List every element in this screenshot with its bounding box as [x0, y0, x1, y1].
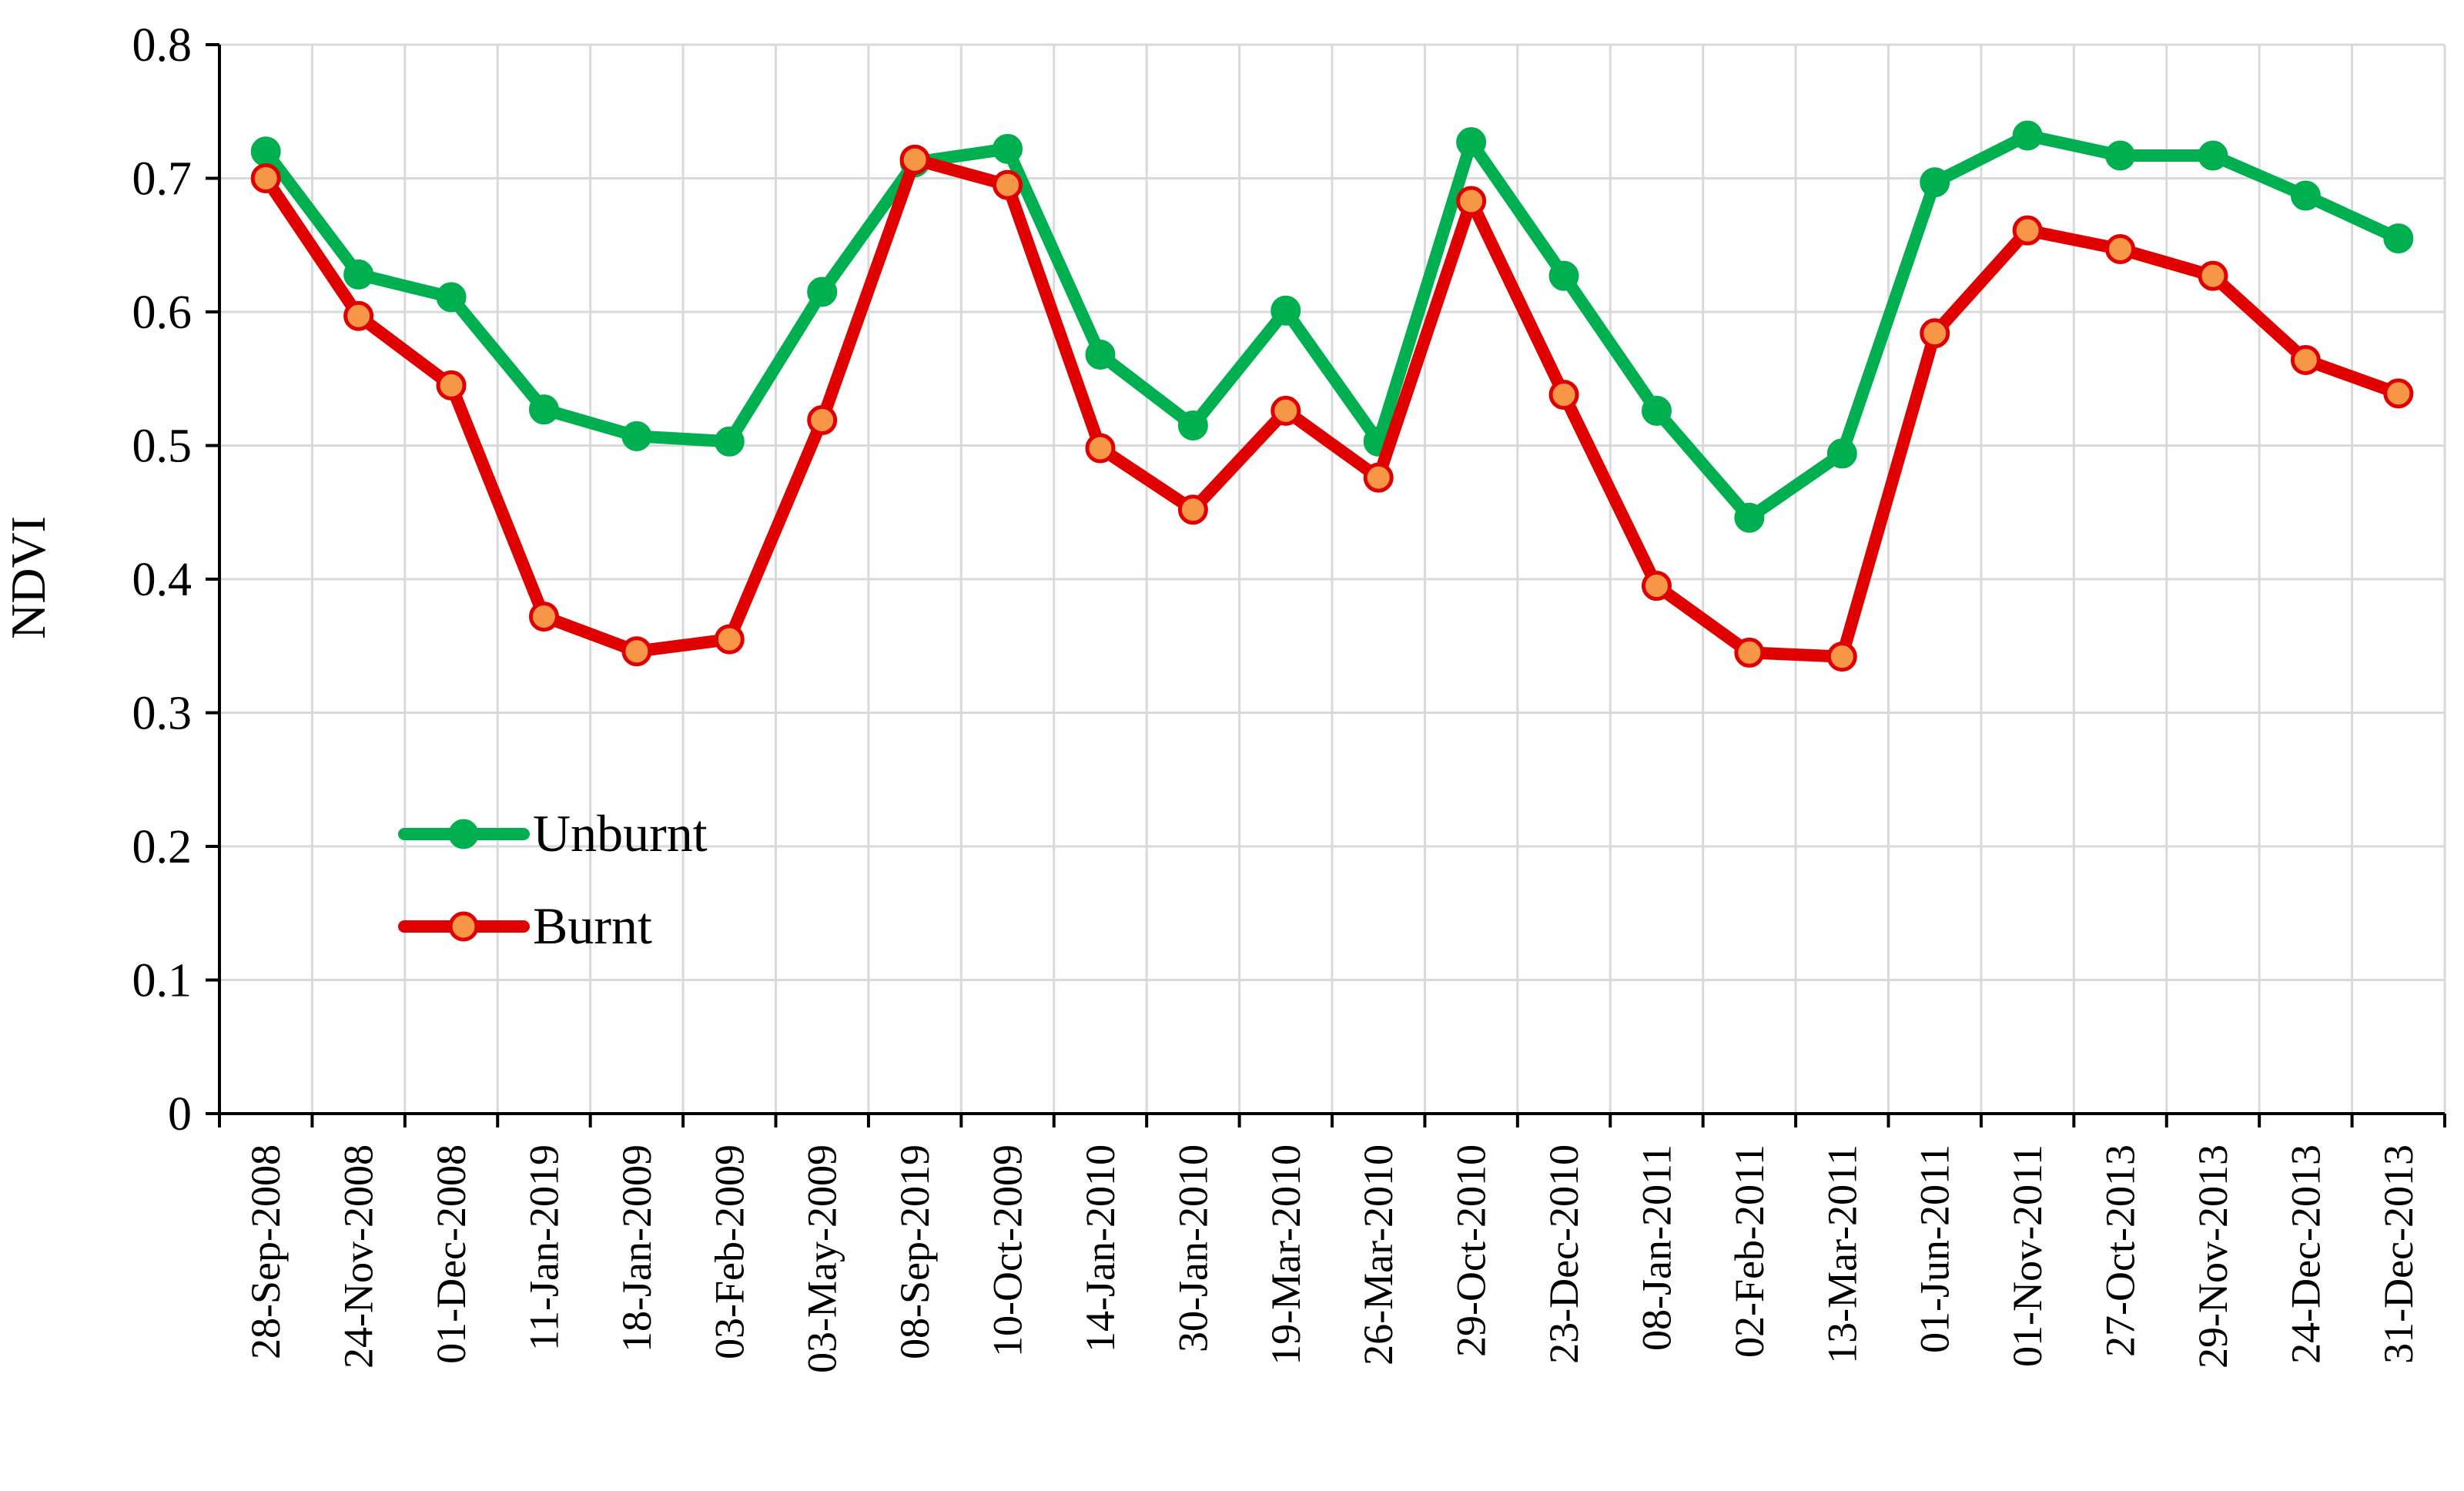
y-tick-label: 0.7	[132, 153, 192, 206]
x-tick-label: 11-Jan-2019	[521, 1144, 567, 1351]
data-point-burnt	[714, 624, 745, 655]
data-point-burnt	[528, 601, 559, 632]
x-tick-label: 18-Jan-2009	[614, 1144, 660, 1352]
data-point-burnt	[436, 370, 467, 400]
data-point-burnt	[1734, 637, 1765, 668]
x-tick-label: 29-Oct-2010	[1448, 1144, 1495, 1357]
legend: Unburnt Burnt	[398, 804, 708, 955]
data-point-unburnt	[436, 282, 467, 313]
x-tick-label: 24-Nov-2008	[336, 1144, 382, 1369]
x-tick-label: 01-Nov-2011	[2004, 1144, 2051, 1367]
y-tick-label: 0.6	[132, 286, 192, 339]
data-point-burnt	[1641, 571, 1672, 601]
x-tick-label: 03-May-2009	[799, 1144, 845, 1373]
data-point-unburnt	[1920, 167, 1950, 198]
series-burnt	[250, 144, 2414, 672]
data-point-burnt	[2383, 378, 2414, 409]
data-point-burnt	[807, 405, 838, 436]
series-line-burnt	[259, 153, 2405, 663]
axes	[206, 43, 2446, 1127]
x-tick-label: 08-Sep-2019	[892, 1144, 938, 1359]
legend-item-unburnt: Unburnt	[398, 804, 708, 863]
legend-label: Unburnt	[533, 804, 708, 863]
y-tick-label: 0.4	[132, 554, 192, 606]
data-point-unburnt	[343, 259, 374, 290]
x-tick-label: 03-Feb-2009	[706, 1144, 752, 1359]
data-point-burnt	[1270, 395, 1301, 426]
data-point-burnt	[1826, 642, 1857, 672]
data-point-burnt	[343, 300, 374, 331]
data-point-burnt	[1920, 318, 1950, 349]
data-point-unburnt	[2105, 140, 2136, 171]
data-point-unburnt	[807, 276, 838, 307]
y-axis-title: NDVI	[1, 516, 55, 639]
series-group	[250, 120, 2414, 672]
grid-lines	[219, 43, 2446, 1114]
x-tick-label: 02-Feb-2011	[1726, 1144, 1773, 1358]
data-point-burnt	[1177, 494, 1208, 525]
data-point-unburnt	[1826, 438, 1857, 469]
data-point-burnt	[899, 144, 930, 175]
data-point-burnt	[1456, 186, 1487, 216]
series-line-unburnt	[259, 129, 2405, 524]
data-point-unburnt	[2012, 120, 2043, 151]
data-point-unburnt	[1270, 295, 1301, 326]
data-point-unburnt	[2290, 180, 2321, 211]
x-tick-label: 23-Dec-2010	[1541, 1144, 1587, 1364]
data-point-burnt	[2012, 215, 2043, 246]
data-point-burnt	[621, 636, 652, 667]
legend-swatch-marker	[448, 819, 479, 849]
data-point-burnt	[1548, 380, 1579, 410]
data-point-unburnt	[714, 426, 745, 457]
x-tick-label: 08-Jan-2011	[1633, 1144, 1679, 1351]
data-point-unburnt	[1177, 410, 1208, 441]
x-tick-label: 28-Sep-2008	[243, 1144, 289, 1359]
data-point-unburnt	[1548, 260, 1579, 291]
x-tick-label: 01-Jun-2011	[1912, 1144, 1958, 1353]
data-point-burnt	[2105, 233, 2136, 264]
y-tick-label: 0.5	[132, 420, 192, 473]
x-tick-label: 14-Jan-2010	[1077, 1144, 1123, 1352]
x-tick-label: 29-Nov-2013	[2190, 1144, 2236, 1369]
y-tick-labels: 0 0.1 0.2 0.3 0.4 0.5 0.6 0.7 0.8	[132, 19, 192, 1141]
x-tick-label: 13-Mar-2011	[1819, 1144, 1865, 1364]
data-point-unburnt	[250, 136, 281, 167]
x-tick-label: 31-Dec-2013	[2375, 1144, 2422, 1364]
legend-swatch-marker	[448, 911, 479, 942]
data-point-unburnt	[528, 394, 559, 425]
legend-item-burnt: Burnt	[398, 896, 652, 955]
x-tick-label: 19-Mar-2010	[1263, 1144, 1309, 1365]
data-point-unburnt	[621, 420, 652, 451]
data-point-unburnt	[1734, 502, 1765, 533]
series-unburnt	[250, 120, 2414, 533]
x-tick-label: 24-Dec-2013	[2282, 1144, 2328, 1364]
y-tick-label: 0.8	[132, 19, 192, 72]
data-point-unburnt	[1085, 340, 1116, 370]
x-tick-labels: 28-Sep-2008 24-Nov-2008 01-Dec-2008 11-Jan-…	[243, 1144, 2422, 1373]
x-tick-label: 30-Jan-2010	[1170, 1144, 1216, 1352]
data-point-burnt	[2290, 344, 2321, 375]
x-tick-label: 26-Mar-2010	[1355, 1144, 1401, 1365]
legend-label: Burnt	[533, 896, 652, 955]
data-point-burnt	[250, 163, 281, 193]
x-tick-label: 10-Oct-2009	[985, 1144, 1031, 1357]
y-tick-label: 0.1	[132, 955, 192, 1007]
data-point-unburnt	[2198, 140, 2228, 171]
data-point-burnt	[1363, 462, 1394, 493]
y-tick-label: 0	[168, 1088, 192, 1141]
data-point-unburnt	[1456, 127, 1487, 158]
data-point-burnt	[1085, 433, 1116, 464]
data-point-burnt	[993, 169, 1023, 200]
y-tick-label: 0.2	[132, 821, 192, 873]
x-tick-label: 27-Oct-2013	[2097, 1144, 2144, 1357]
y-tick-label: 0.3	[132, 688, 192, 740]
data-point-unburnt	[1641, 395, 1672, 426]
data-point-unburnt	[2383, 223, 2414, 254]
x-tick-label: 01-Dec-2008	[428, 1144, 474, 1364]
data-point-burnt	[2198, 260, 2228, 291]
data-point-unburnt	[993, 133, 1023, 164]
